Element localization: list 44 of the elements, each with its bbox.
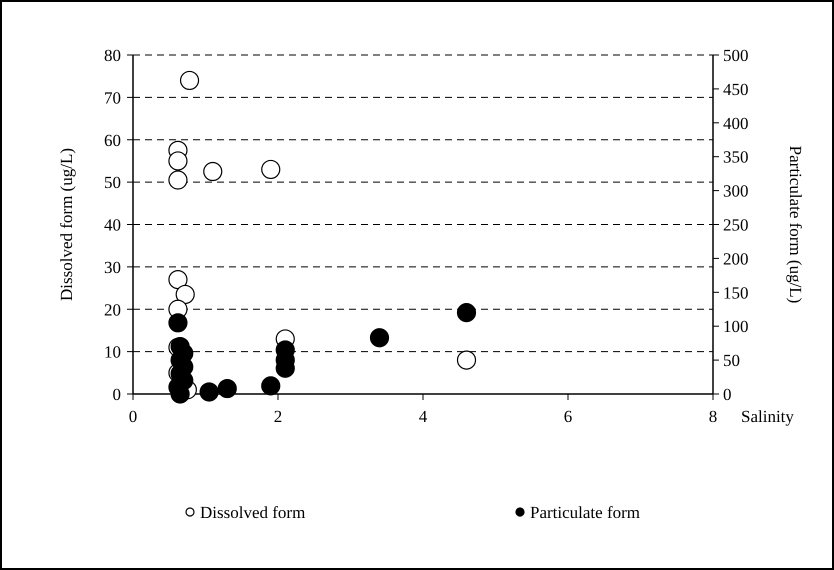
legend-label: Particulate form	[530, 503, 640, 522]
y2-tick-label: 100	[723, 317, 748, 336]
y2-tick-label: 400	[723, 114, 748, 133]
y-tick-label: 80	[104, 46, 121, 65]
point	[203, 162, 222, 182]
y-tick-label: 30	[104, 258, 121, 277]
point	[456, 303, 476, 322]
x-tick-label: 8	[708, 407, 718, 426]
y-tick-label: 70	[104, 88, 121, 108]
point	[168, 270, 188, 290]
y2-tick-label: 0	[723, 385, 732, 404]
y2-axis-title: Particulate form (ug/L)	[786, 146, 805, 304]
y2-tick-label: 50	[723, 351, 740, 370]
y2-tick-label: 150	[723, 283, 748, 302]
y-tick-label: 20	[104, 300, 121, 320]
point	[168, 170, 188, 190]
y-axis-title: Dissolved form (ug/L)	[57, 148, 76, 301]
x-tick-label: 4	[418, 407, 428, 426]
y2-tick-label: 350	[723, 148, 748, 167]
y-tick-label: 10	[104, 342, 121, 362]
y2-tick-label: 450	[723, 80, 748, 99]
point	[261, 160, 280, 180]
y2-tick-label: 500	[723, 46, 748, 65]
y-tick-label: 50	[104, 173, 121, 192]
point	[370, 328, 390, 348]
point	[218, 378, 237, 398]
point	[200, 382, 219, 402]
y2-tick-label: 300	[723, 182, 748, 201]
y-tick-label: 0	[112, 385, 121, 404]
point	[176, 284, 195, 304]
x-tick-label: 6	[564, 407, 572, 426]
y2-tick-label: 250	[723, 216, 748, 234]
x-axis-title: Salinity	[741, 407, 794, 426]
legend-label: Dissolved form	[200, 503, 306, 522]
y-tick-label: 60	[104, 130, 121, 150]
point	[168, 151, 188, 171]
point	[456, 350, 476, 370]
x-tick-label: 2	[274, 407, 282, 426]
y-tick-label: 40	[104, 216, 121, 234]
y2-tick-label: 200	[723, 249, 748, 268]
point	[168, 313, 188, 332]
point	[261, 376, 280, 396]
point	[180, 70, 200, 90]
x-tick-label: 0	[128, 407, 138, 426]
